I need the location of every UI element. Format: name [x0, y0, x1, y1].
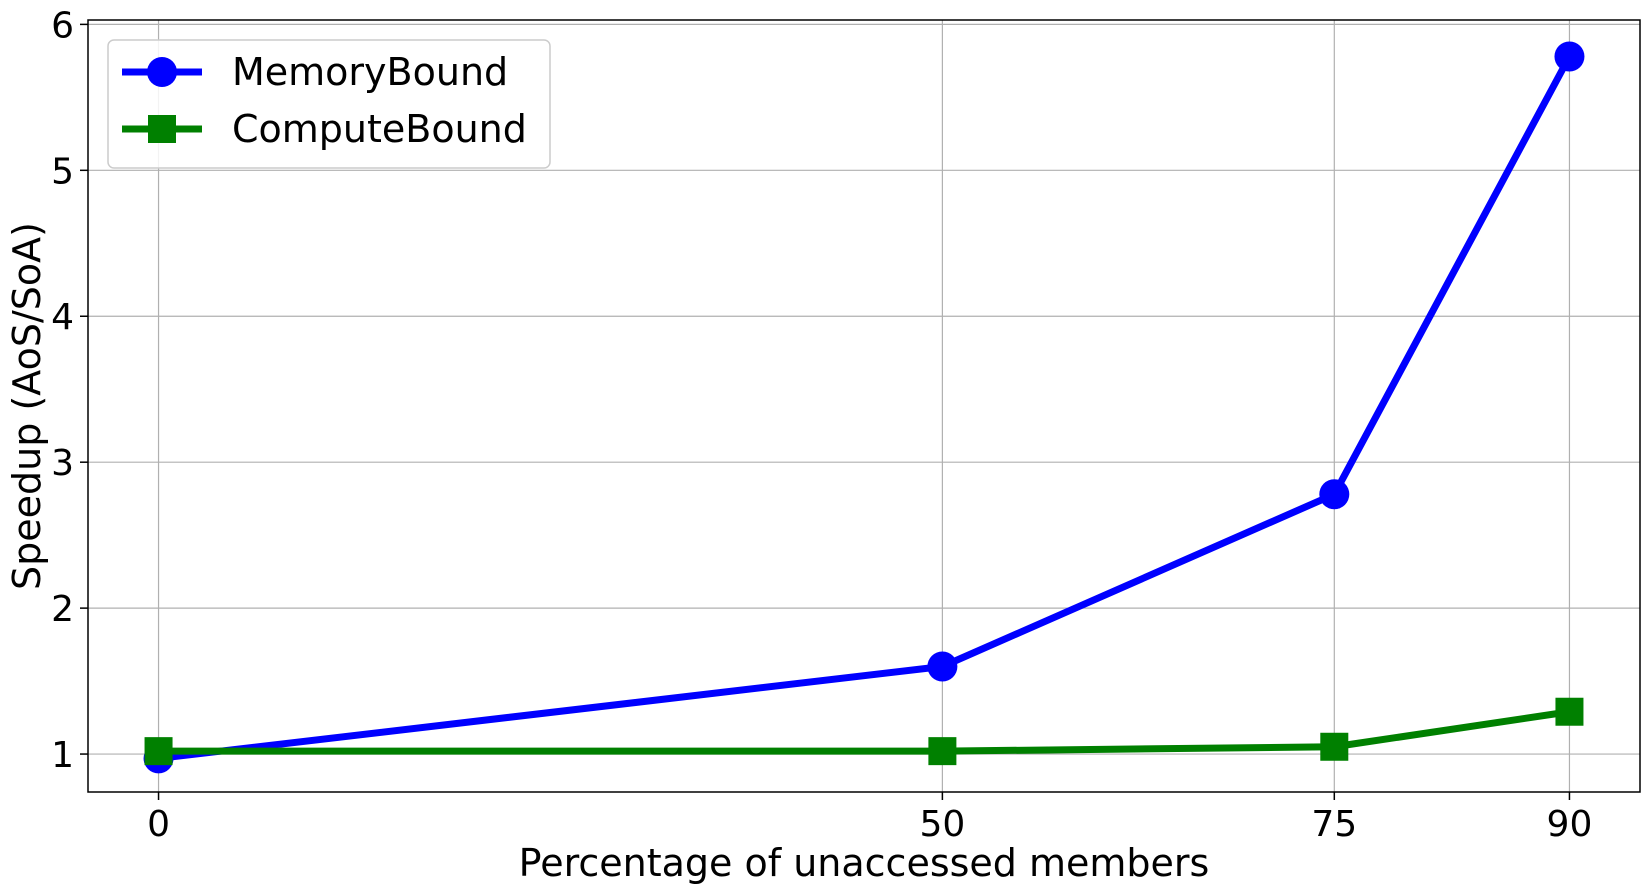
y-axis-label: Speedup (AoS/SoA) [5, 222, 49, 590]
computebound-point [928, 737, 957, 766]
y-tick-label: 5 [51, 151, 74, 192]
legend-box [107, 39, 551, 169]
legend-computebound-marker [148, 115, 176, 143]
memorybound-line [158, 54, 1573, 762]
y-tick-label: 6 [51, 5, 74, 46]
y-tick-label: 1 [51, 735, 74, 776]
x-tick-label: 90 [1547, 804, 1593, 845]
x-axis-label: Percentage of unaccessed members [519, 841, 1210, 885]
computebound-line [158, 708, 1570, 755]
axis-ticks: 0 50 75 90 1 2 3 4 5 6 [51, 5, 1592, 845]
y-tick-label: 4 [51, 297, 74, 338]
y-tick-label: 2 [51, 589, 74, 630]
x-tick-label: 0 [147, 804, 170, 845]
x-tick-label: 75 [1311, 804, 1357, 845]
y-tick-label: 3 [51, 443, 74, 484]
memorybound-point [1554, 41, 1585, 72]
plot-series [143, 41, 1585, 774]
legend: MemoryBound ComputeBound [107, 39, 551, 169]
memorybound-point [927, 651, 958, 682]
legend-memorybound-label: MemoryBound [232, 50, 508, 94]
computebound-point [144, 737, 173, 766]
memorybound-point [1319, 479, 1350, 510]
legend-memorybound-marker [147, 57, 177, 87]
legend-computebound-label: ComputeBound [232, 107, 527, 151]
computebound-point [1555, 697, 1584, 726]
x-tick-label: 50 [919, 804, 965, 845]
computebound-point [1320, 732, 1349, 761]
plot-frame [87, 19, 1641, 793]
